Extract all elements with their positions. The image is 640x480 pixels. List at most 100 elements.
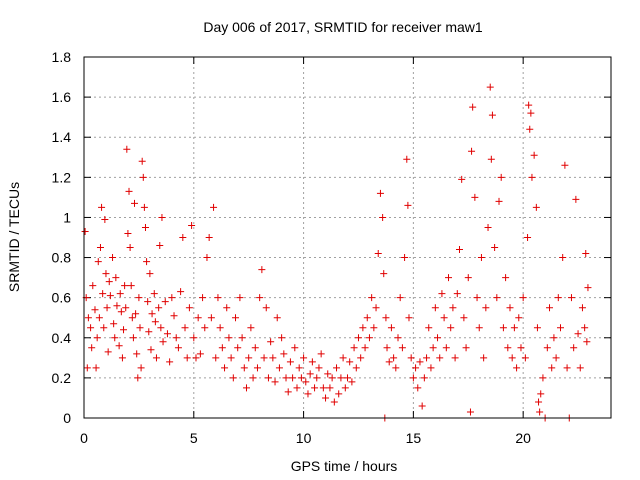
data-point: [232, 314, 240, 322]
data-point: [271, 378, 279, 386]
data-point: [418, 402, 426, 410]
data-point: [392, 364, 400, 372]
data-point: [326, 384, 334, 392]
data-point: [431, 304, 439, 312]
data-point: [212, 354, 220, 362]
data-point: [123, 145, 131, 153]
data-point: [405, 314, 413, 322]
data-point: [370, 324, 378, 332]
data-point: [137, 364, 145, 372]
data-point: [116, 290, 124, 298]
data-point: [354, 334, 362, 342]
data-point: [156, 242, 164, 250]
data-point: [533, 324, 541, 332]
data-point: [269, 354, 277, 362]
data-point: [348, 378, 356, 386]
data-point: [524, 234, 532, 241]
data-point: [554, 294, 562, 302]
data-point: [412, 364, 420, 372]
data-point: [140, 203, 148, 211]
data-point: [172, 334, 180, 342]
y-tick-label: 1.4: [52, 129, 72, 145]
data-point: [394, 334, 402, 342]
data-point: [124, 229, 132, 237]
data-point: [109, 254, 117, 262]
data-point: [95, 314, 103, 322]
data-point: [147, 346, 155, 354]
data-point: [84, 314, 92, 322]
y-tick-label: 1: [63, 209, 71, 225]
data-point: [482, 304, 490, 312]
data-point: [477, 254, 485, 262]
data-point: [469, 103, 477, 111]
data-point: [460, 314, 468, 322]
data-point: [249, 374, 257, 382]
data-point: [434, 334, 442, 342]
data-point: [258, 266, 266, 274]
data-point: [145, 328, 153, 336]
data-point: [136, 324, 144, 332]
data-point: [179, 234, 187, 241]
data-point: [486, 83, 494, 91]
data-point: [106, 292, 114, 300]
data-point: [361, 344, 369, 352]
data-point: [133, 350, 141, 358]
data-point: [308, 358, 316, 366]
data-point: [138, 157, 146, 165]
data-point: [297, 374, 305, 382]
data-point: [315, 364, 323, 372]
data-point: [574, 330, 582, 338]
data-point: [216, 324, 224, 332]
data-point: [464, 274, 472, 282]
data-point: [170, 312, 178, 320]
data-point: [535, 398, 543, 406]
data-point: [166, 358, 174, 366]
data-point: [214, 294, 222, 302]
y-tick-label: 0: [63, 410, 71, 426]
data-point: [121, 282, 129, 290]
data-point: [407, 354, 415, 362]
data-point: [91, 306, 99, 314]
data-point: [376, 189, 384, 197]
x-tick-label: 0: [80, 430, 88, 446]
data-point: [151, 318, 159, 326]
data-point: [403, 155, 411, 163]
data-point: [576, 364, 584, 372]
data-point: [458, 175, 466, 183]
data-point: [218, 344, 226, 352]
data-point: [127, 282, 135, 290]
y-tick-label: 1.6: [52, 89, 72, 105]
data-point: [510, 324, 518, 332]
data-point: [578, 304, 586, 312]
data-point: [379, 213, 387, 221]
data-point: [256, 294, 264, 302]
data-point: [582, 250, 590, 258]
data-point: [96, 244, 104, 252]
data-point: [480, 354, 488, 362]
data-point: [319, 384, 327, 392]
data-point: [115, 342, 123, 350]
data-point: [365, 334, 373, 342]
plot-frame: [83, 56, 612, 419]
data-point: [453, 290, 461, 298]
data-point: [88, 344, 96, 352]
data-point: [101, 215, 109, 223]
data-point: [497, 173, 505, 181]
data-point: [111, 334, 119, 342]
data-point: [546, 304, 554, 312]
data-point: [532, 203, 540, 211]
data-point: [267, 338, 275, 346]
data-point: [163, 330, 171, 338]
data-point: [110, 320, 118, 328]
data-point: [223, 304, 231, 312]
data-point: [185, 304, 193, 312]
data-point: [181, 324, 189, 332]
data-point: [333, 364, 341, 372]
data-point: [317, 350, 325, 358]
data-point: [550, 334, 558, 342]
data-point: [390, 354, 398, 362]
data-point: [539, 374, 547, 382]
data-point: [548, 364, 556, 372]
data-point: [225, 334, 233, 342]
data-point: [350, 344, 358, 352]
